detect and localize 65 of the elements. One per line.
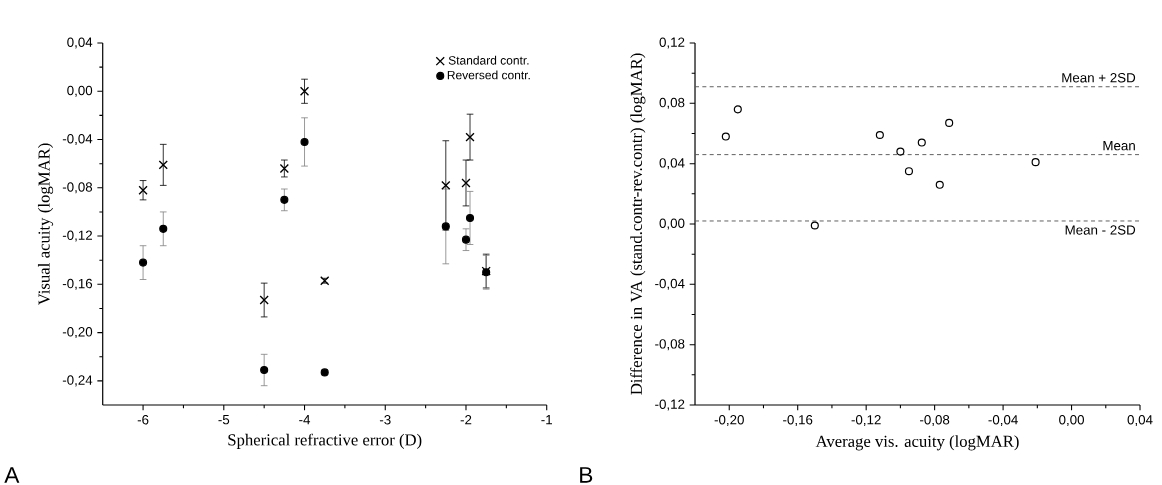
y-axis-title: Difference in VA (stand.contr-rev.contr) (logMAR)	[630, 53, 646, 395]
point	[461, 178, 471, 188]
point	[441, 222, 450, 231]
y-tick-label: -0,08	[62, 182, 93, 194]
y-tick-label: -0,04	[655, 278, 685, 290]
text: B	[580, 467, 593, 483]
text: A	[4, 467, 20, 483]
point	[721, 132, 730, 141]
point	[300, 137, 309, 147]
point	[733, 105, 742, 114]
ref-line-label: Mean	[1103, 141, 1135, 151]
x-tick-label: -2	[460, 415, 472, 425]
legend-label: Reversed contr.	[447, 70, 530, 80]
y-tick-label: 0,00	[67, 85, 93, 97]
point	[461, 235, 471, 244]
point	[138, 185, 148, 195]
point	[299, 86, 310, 96]
y-tick-label: -0,12	[62, 230, 92, 242]
x-tick-label: 0,04	[1127, 415, 1153, 427]
point	[935, 180, 944, 189]
x-tick-label: -0,20	[714, 415, 744, 427]
x-tick-label: 0,00	[1059, 415, 1085, 427]
x-tick-label: -4	[299, 415, 311, 425]
point	[259, 295, 269, 305]
x-axis-title: Average vis. acuity (logMAR)	[815, 435, 1019, 451]
y-tick-label: 0,12	[659, 37, 685, 49]
legend-label: Standard contr.	[448, 55, 529, 65]
point	[896, 147, 905, 156]
point	[279, 163, 289, 174]
ref-line-label: Mean + 2SD	[1062, 73, 1136, 83]
point	[139, 258, 148, 267]
x-tick-label: -0,04	[988, 415, 1018, 427]
point	[465, 132, 475, 142]
point	[904, 167, 914, 176]
point	[875, 130, 884, 140]
y-tick-label: 0,04	[659, 158, 685, 170]
point	[810, 221, 819, 230]
point	[260, 365, 269, 375]
point	[441, 180, 451, 191]
x-tick-label: -0,08	[920, 415, 950, 427]
x-tick-label: -6	[137, 415, 149, 425]
x-axis-title: Spherical refractive error (D)	[228, 433, 422, 449]
x-tick-label: -0,12	[851, 415, 881, 427]
y-tick-label: -0,16	[62, 278, 93, 290]
point	[158, 160, 168, 170]
ref-line-label: Mean - 2SD	[1065, 225, 1136, 235]
y-tick-label: 0,04	[67, 37, 93, 49]
y-tick-label: 0,00	[659, 218, 685, 230]
y-tick-label: -0,20	[62, 327, 93, 339]
point	[1031, 158, 1040, 167]
point	[280, 195, 289, 204]
y-tick-label: -0,04	[62, 134, 93, 146]
y-tick-label: 0,08	[659, 97, 685, 109]
y-axis-title: Visual acuity (logMAR)	[37, 143, 54, 306]
x-tick-label: -3	[379, 415, 391, 425]
x-tick-label: -0,16	[783, 415, 813, 427]
point	[917, 138, 926, 147]
point	[159, 224, 168, 233]
y-tick-label: -0,12	[655, 399, 685, 411]
x-tick-label: -5	[218, 415, 230, 425]
y-tick-label: -0,24	[62, 375, 93, 387]
x-tick-label: -1	[541, 415, 552, 425]
point	[465, 213, 475, 223]
y-tick-label: -0,08	[655, 339, 685, 351]
point	[945, 118, 954, 127]
